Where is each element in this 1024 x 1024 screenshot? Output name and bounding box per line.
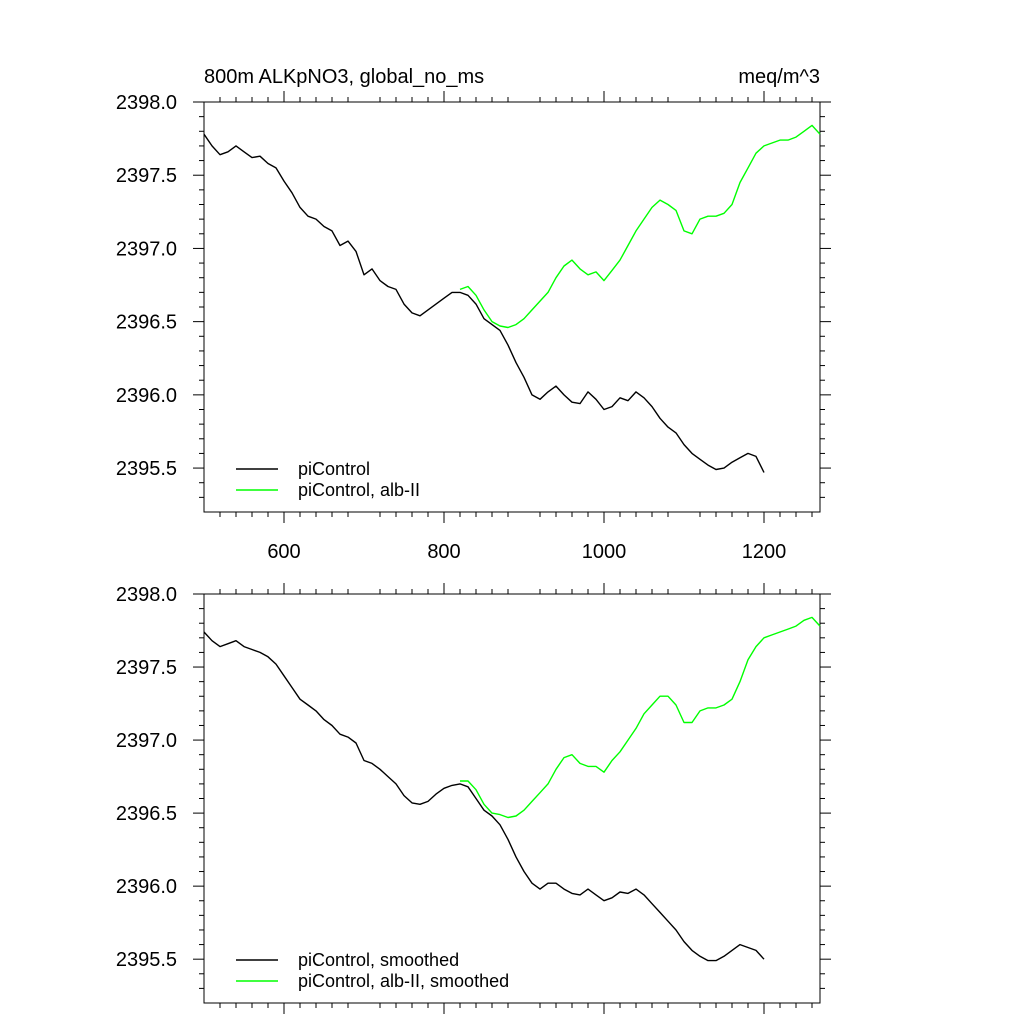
- y-tick-label: 2395.5: [116, 949, 177, 971]
- chart-title: 800m ALKpNO3, global_no_ms: [204, 66, 484, 88]
- x-tick-label: 600: [267, 541, 300, 563]
- y-tick-label: 2397.5: [116, 165, 177, 187]
- y-tick-label: 2396.0: [116, 385, 177, 407]
- y-tick-label: 2398.0: [116, 584, 177, 606]
- y-tick-label: 2396.0: [116, 876, 177, 898]
- legend-label: piControl, alb-II, smoothed: [298, 971, 509, 991]
- series-line-picontrol: [203, 133, 765, 473]
- x-tick-label: 1000: [582, 541, 627, 563]
- y-tick-label: 2397.0: [116, 730, 177, 752]
- y-tick-label: 2395.5: [116, 458, 177, 480]
- y-tick-label: 2396.5: [116, 803, 177, 825]
- series-line-alb-ii: [459, 124, 821, 329]
- legend-label: piControl, alb-II: [298, 480, 420, 500]
- units-label: meq/m^3: [738, 66, 820, 88]
- top-panel: 600 800 1000 1200 2395.5 2396.0 2396.5 2397.0 23…: [116, 91, 831, 563]
- y-tick-label: 2397.0: [116, 238, 177, 260]
- series-line-picontrol: [203, 631, 765, 962]
- y-tick-label: 2398.0: [116, 92, 177, 114]
- legend-label: piControl, smoothed: [298, 950, 459, 970]
- x-tick-label: 1200: [742, 541, 787, 563]
- x-tick-label: 800: [427, 541, 460, 563]
- series-line-alb-ii: [460, 616, 821, 819]
- plot-frame: [203, 101, 821, 513]
- y-tick-label: 2397.5: [116, 657, 177, 679]
- bottom-panel: 2395.5 2396.0 2396.5 2397.0 2397.5 2398.0 piCo…: [116, 583, 831, 1014]
- y-tick-label: 2396.5: [116, 312, 177, 334]
- legend-label: piControl: [298, 459, 370, 479]
- plot-frame: [203, 593, 821, 1004]
